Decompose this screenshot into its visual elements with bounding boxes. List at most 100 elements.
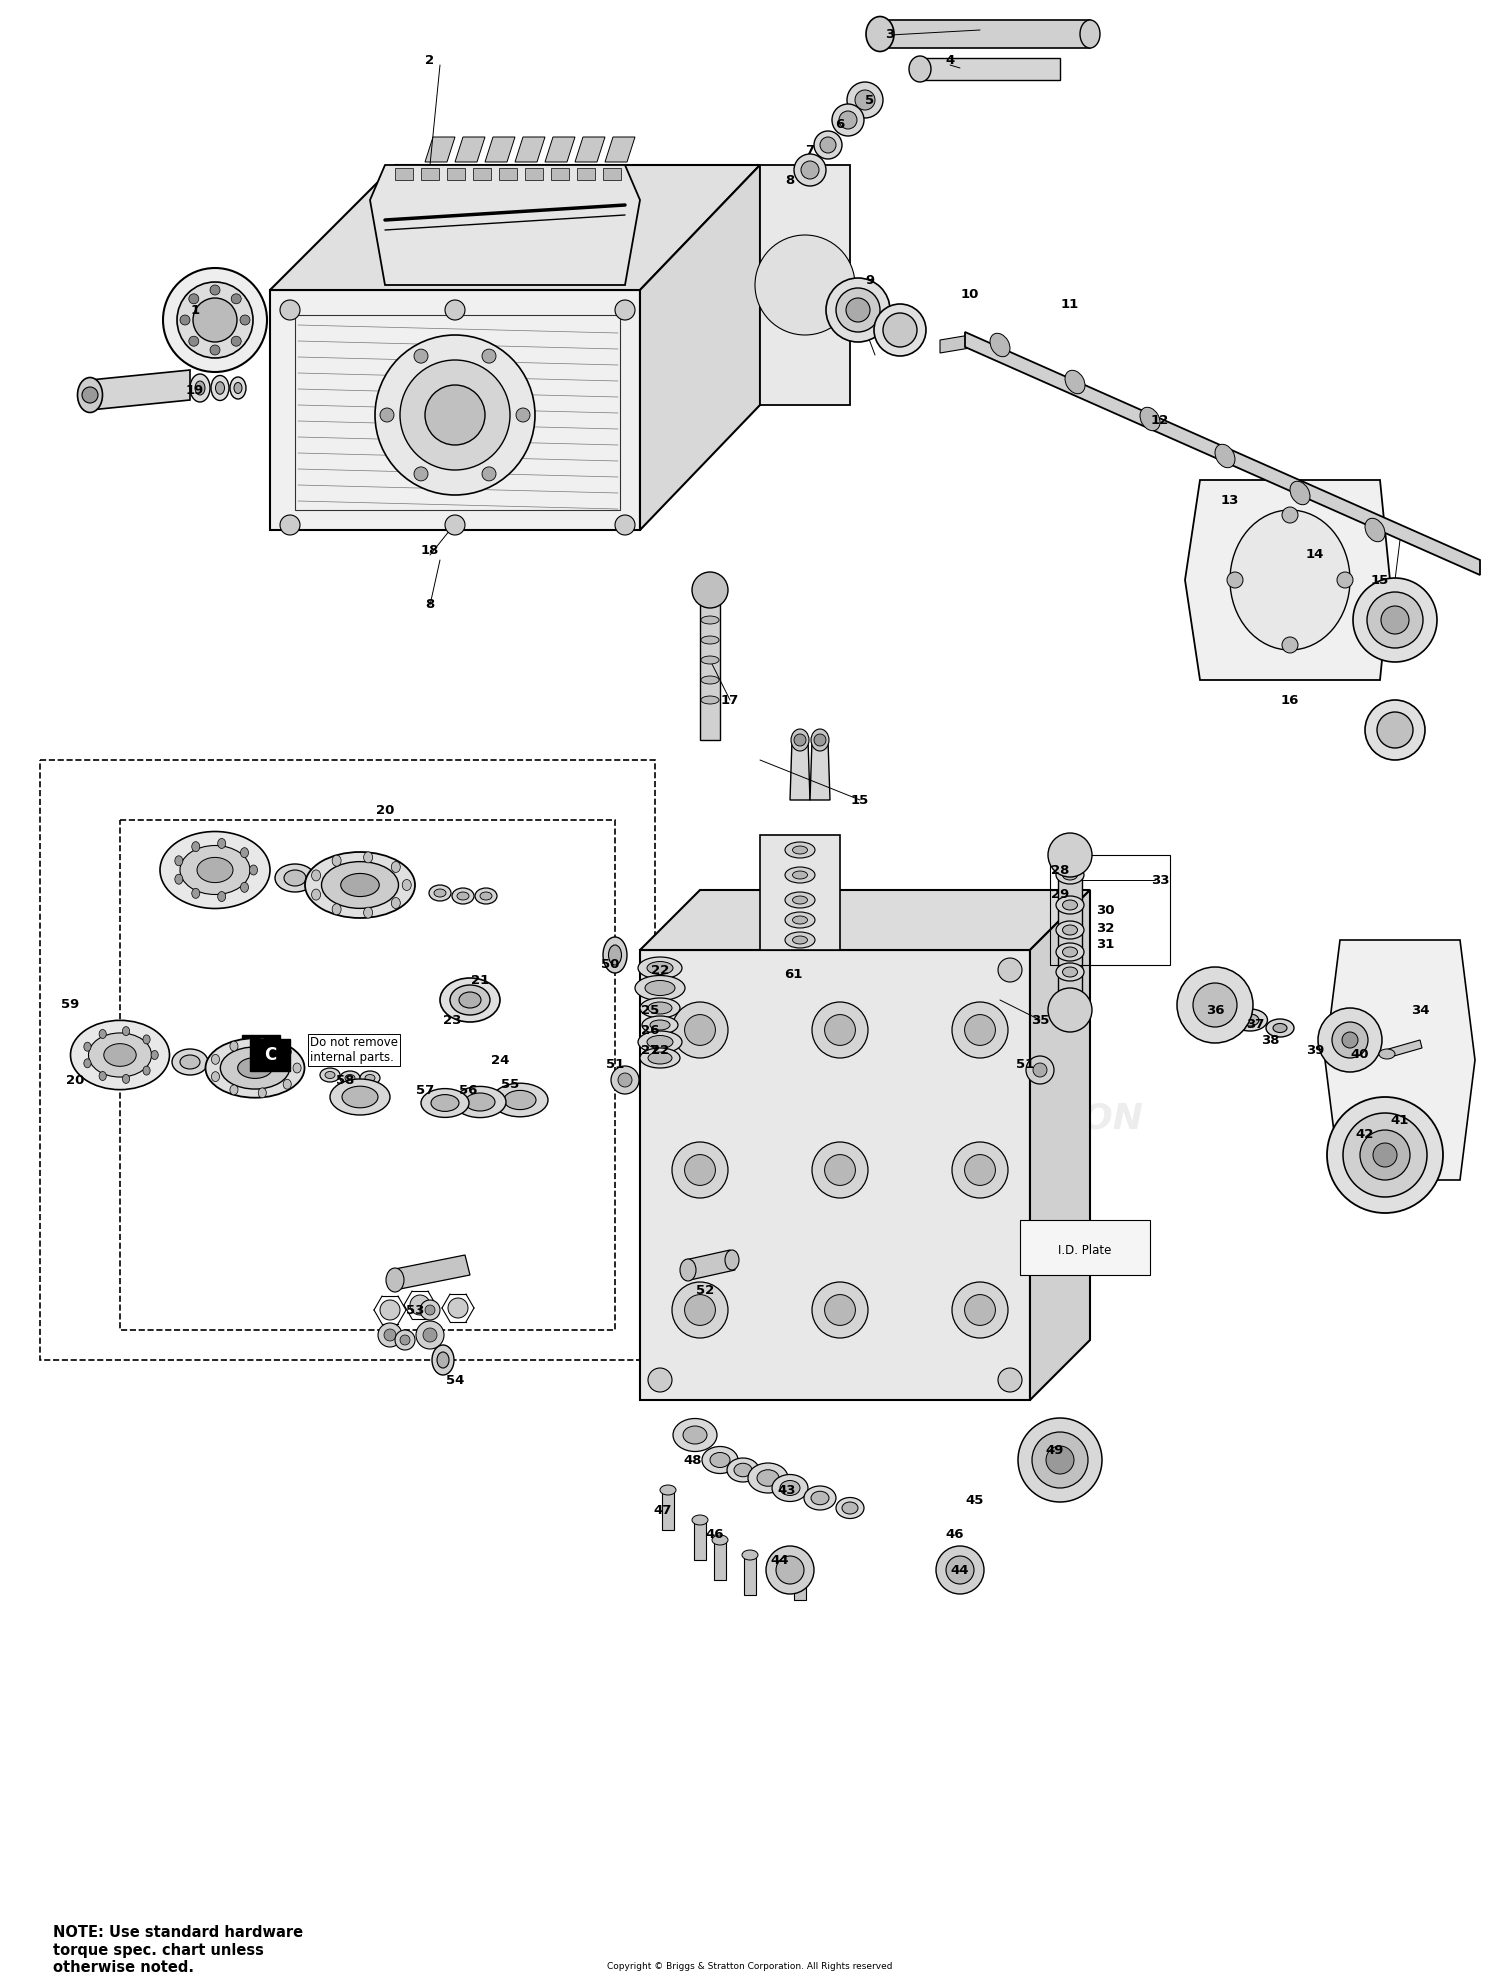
Ellipse shape (1215, 444, 1234, 467)
Polygon shape (270, 289, 640, 531)
Circle shape (210, 345, 220, 354)
Circle shape (400, 360, 510, 469)
Ellipse shape (504, 1091, 536, 1109)
Ellipse shape (342, 1087, 378, 1107)
Circle shape (610, 1065, 639, 1095)
Ellipse shape (650, 1020, 670, 1030)
Polygon shape (640, 889, 1090, 950)
Polygon shape (604, 137, 634, 162)
Bar (251, 1040, 290, 1071)
Polygon shape (544, 137, 574, 162)
Ellipse shape (123, 1075, 129, 1083)
Polygon shape (90, 370, 190, 410)
Ellipse shape (742, 1550, 758, 1560)
Ellipse shape (360, 1071, 380, 1085)
Text: 46: 46 (945, 1529, 964, 1542)
Circle shape (1046, 1445, 1074, 1473)
Ellipse shape (240, 847, 249, 857)
Circle shape (1192, 982, 1237, 1028)
Ellipse shape (436, 1352, 448, 1368)
Text: 57: 57 (416, 1083, 434, 1097)
Circle shape (1034, 1063, 1047, 1077)
Text: 51: 51 (1016, 1059, 1034, 1071)
Ellipse shape (180, 1055, 200, 1069)
Ellipse shape (432, 1344, 454, 1374)
Ellipse shape (1240, 1014, 1258, 1026)
Polygon shape (447, 168, 465, 180)
Text: 7: 7 (806, 143, 814, 156)
Ellipse shape (152, 1051, 159, 1059)
Ellipse shape (312, 869, 321, 881)
Text: 23: 23 (442, 1014, 460, 1026)
Circle shape (1026, 1055, 1054, 1083)
Text: 27: 27 (640, 1043, 658, 1057)
Text: 9: 9 (865, 273, 874, 287)
Ellipse shape (603, 937, 627, 972)
Ellipse shape (780, 1481, 800, 1495)
Text: 21: 21 (471, 974, 489, 986)
Ellipse shape (284, 869, 306, 885)
Polygon shape (920, 57, 1060, 79)
Ellipse shape (648, 1051, 672, 1063)
Ellipse shape (640, 1047, 680, 1067)
Ellipse shape (84, 1059, 92, 1067)
Ellipse shape (340, 1071, 360, 1085)
Ellipse shape (784, 893, 814, 909)
Text: 15: 15 (1371, 574, 1389, 586)
Polygon shape (810, 741, 830, 800)
Text: I.D. Plate: I.D. Plate (1059, 1243, 1112, 1257)
Text: 13: 13 (1221, 493, 1239, 507)
Ellipse shape (792, 897, 807, 905)
Ellipse shape (609, 944, 621, 964)
Ellipse shape (211, 376, 230, 400)
Ellipse shape (386, 1267, 404, 1293)
Circle shape (1048, 834, 1092, 877)
Ellipse shape (790, 729, 808, 750)
Circle shape (280, 515, 300, 535)
Ellipse shape (812, 729, 830, 750)
Circle shape (380, 408, 394, 422)
Circle shape (394, 1331, 416, 1350)
Text: 22: 22 (651, 1043, 669, 1057)
Text: 49: 49 (1046, 1443, 1064, 1457)
Ellipse shape (648, 1002, 672, 1014)
Ellipse shape (180, 845, 250, 895)
Text: Copyright © Briggs & Stratton Corporation. All Rights reserved: Copyright © Briggs & Stratton Corporatio… (608, 1962, 892, 1970)
Ellipse shape (363, 907, 372, 919)
Circle shape (964, 1154, 996, 1186)
Circle shape (1282, 507, 1298, 523)
Circle shape (884, 313, 916, 346)
Text: 31: 31 (1096, 939, 1114, 952)
Ellipse shape (1230, 511, 1350, 649)
Polygon shape (1324, 940, 1474, 1180)
Ellipse shape (240, 883, 249, 893)
Ellipse shape (321, 861, 399, 909)
Ellipse shape (638, 1032, 682, 1053)
Ellipse shape (458, 893, 470, 901)
Text: 51: 51 (606, 1059, 624, 1071)
Ellipse shape (990, 333, 1010, 356)
Ellipse shape (99, 1071, 106, 1081)
Ellipse shape (176, 855, 183, 865)
Circle shape (420, 1301, 440, 1321)
Circle shape (189, 337, 200, 346)
Ellipse shape (674, 1418, 717, 1451)
Circle shape (194, 299, 237, 343)
Polygon shape (700, 590, 720, 741)
Circle shape (776, 1556, 804, 1584)
Ellipse shape (211, 1055, 219, 1065)
Text: 45: 45 (966, 1493, 984, 1507)
Circle shape (794, 735, 806, 746)
Ellipse shape (216, 382, 225, 394)
Circle shape (648, 958, 672, 982)
Circle shape (672, 1281, 728, 1338)
Polygon shape (640, 164, 760, 531)
Polygon shape (1030, 889, 1090, 1400)
Ellipse shape (454, 1087, 506, 1117)
Text: BRIGGS & STRATTON: BRIGGS & STRATTON (717, 1101, 1143, 1137)
Ellipse shape (784, 867, 814, 883)
Text: 8: 8 (426, 598, 435, 612)
Circle shape (1032, 1432, 1088, 1489)
Ellipse shape (312, 889, 321, 901)
Circle shape (448, 1299, 468, 1319)
